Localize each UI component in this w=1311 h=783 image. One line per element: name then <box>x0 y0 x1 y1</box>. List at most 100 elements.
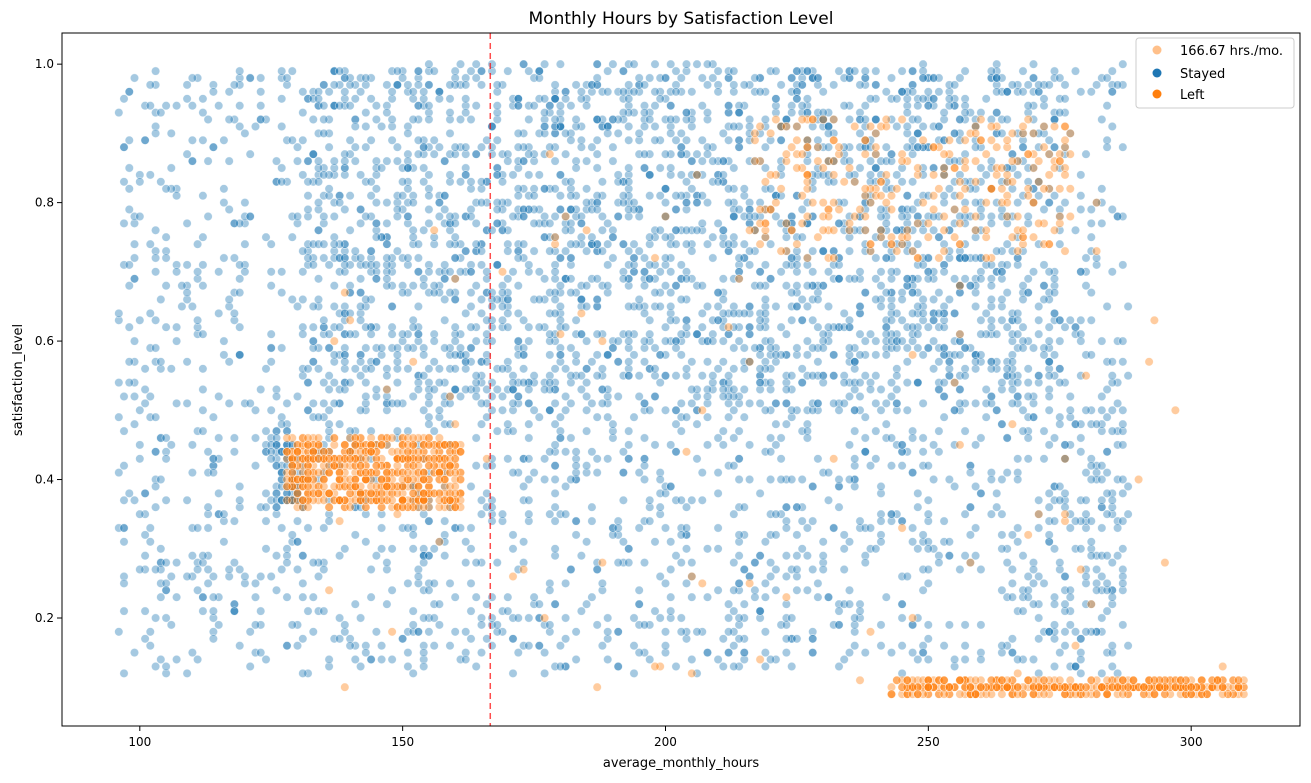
data-point <box>508 426 518 436</box>
data-point <box>639 101 649 111</box>
data-point <box>298 329 308 339</box>
data-point <box>497 364 507 374</box>
data-point <box>377 474 387 484</box>
data-point <box>513 648 523 658</box>
data-point <box>955 564 965 574</box>
data-point <box>566 101 576 111</box>
data-point <box>534 128 544 138</box>
data-point <box>850 405 860 415</box>
data-point <box>618 274 628 284</box>
data-point <box>251 122 261 132</box>
data-point <box>655 474 665 484</box>
data-point <box>513 205 523 215</box>
data-point <box>855 350 865 360</box>
data-point <box>561 322 571 332</box>
data-point <box>829 128 839 138</box>
data-point <box>582 391 592 401</box>
data-point <box>172 267 182 277</box>
data-point <box>335 350 345 360</box>
data-point <box>534 294 544 304</box>
data-point <box>813 592 823 602</box>
data-point <box>1107 357 1117 367</box>
data-point <box>871 274 881 284</box>
data-point <box>739 101 749 111</box>
data-point <box>450 253 460 263</box>
data-point <box>587 357 597 367</box>
data-point <box>1039 350 1049 360</box>
data-point <box>466 205 476 215</box>
data-point <box>387 122 397 132</box>
data-point <box>645 191 655 201</box>
data-point <box>755 398 765 408</box>
data-point <box>476 142 486 152</box>
data-point <box>592 163 602 173</box>
data-point <box>1050 66 1060 76</box>
data-point <box>413 267 423 277</box>
data-point <box>534 599 544 609</box>
data-point <box>429 641 439 651</box>
data-point <box>445 461 455 471</box>
data-point <box>645 170 655 180</box>
data-point <box>497 301 507 311</box>
data-point <box>235 564 245 574</box>
data-point <box>624 336 634 346</box>
data-point <box>145 170 155 180</box>
data-point <box>571 447 581 457</box>
data-point <box>818 551 828 561</box>
data-point <box>550 378 560 388</box>
data-point <box>566 218 576 228</box>
data-point <box>734 205 744 215</box>
data-point <box>934 357 944 367</box>
data-point <box>897 336 907 346</box>
data-point <box>850 274 860 284</box>
data-point <box>497 225 507 235</box>
data-point <box>592 149 602 159</box>
data-point <box>1013 537 1023 547</box>
data-point <box>424 378 434 388</box>
data-point <box>718 440 728 450</box>
data-point <box>813 405 823 415</box>
data-point <box>524 474 534 484</box>
data-point <box>881 212 891 222</box>
data-point <box>923 495 933 505</box>
data-point <box>529 191 539 201</box>
data-point <box>482 288 492 298</box>
data-point <box>729 308 739 318</box>
data-point <box>235 481 245 491</box>
data-point <box>408 488 418 498</box>
data-point <box>261 516 271 526</box>
data-point <box>198 232 208 242</box>
data-point <box>650 101 660 111</box>
data-point <box>1102 101 1112 111</box>
data-point <box>398 336 408 346</box>
data-point <box>881 239 891 249</box>
data-point <box>298 246 308 256</box>
data-point <box>997 544 1007 554</box>
data-point <box>1018 87 1028 97</box>
data-point <box>671 115 681 125</box>
data-point <box>850 454 860 464</box>
data-point <box>151 253 161 263</box>
data-point <box>282 495 292 505</box>
data-point <box>1060 80 1070 90</box>
data-point <box>1055 378 1065 388</box>
data-point <box>739 80 749 90</box>
data-point <box>550 440 560 450</box>
data-point <box>166 364 176 374</box>
data-point <box>324 260 334 270</box>
data-point <box>781 378 791 388</box>
data-point <box>529 371 539 381</box>
data-point <box>298 294 308 304</box>
data-point <box>813 115 823 125</box>
data-point <box>471 391 481 401</box>
data-point <box>997 530 1007 540</box>
data-point <box>529 468 539 478</box>
data-point <box>524 641 534 651</box>
data-point <box>908 66 918 76</box>
data-point <box>1044 627 1054 637</box>
data-point <box>1007 80 1017 90</box>
data-point <box>886 149 896 159</box>
data-point <box>971 274 981 284</box>
data-point <box>308 412 318 422</box>
data-point <box>781 398 791 408</box>
